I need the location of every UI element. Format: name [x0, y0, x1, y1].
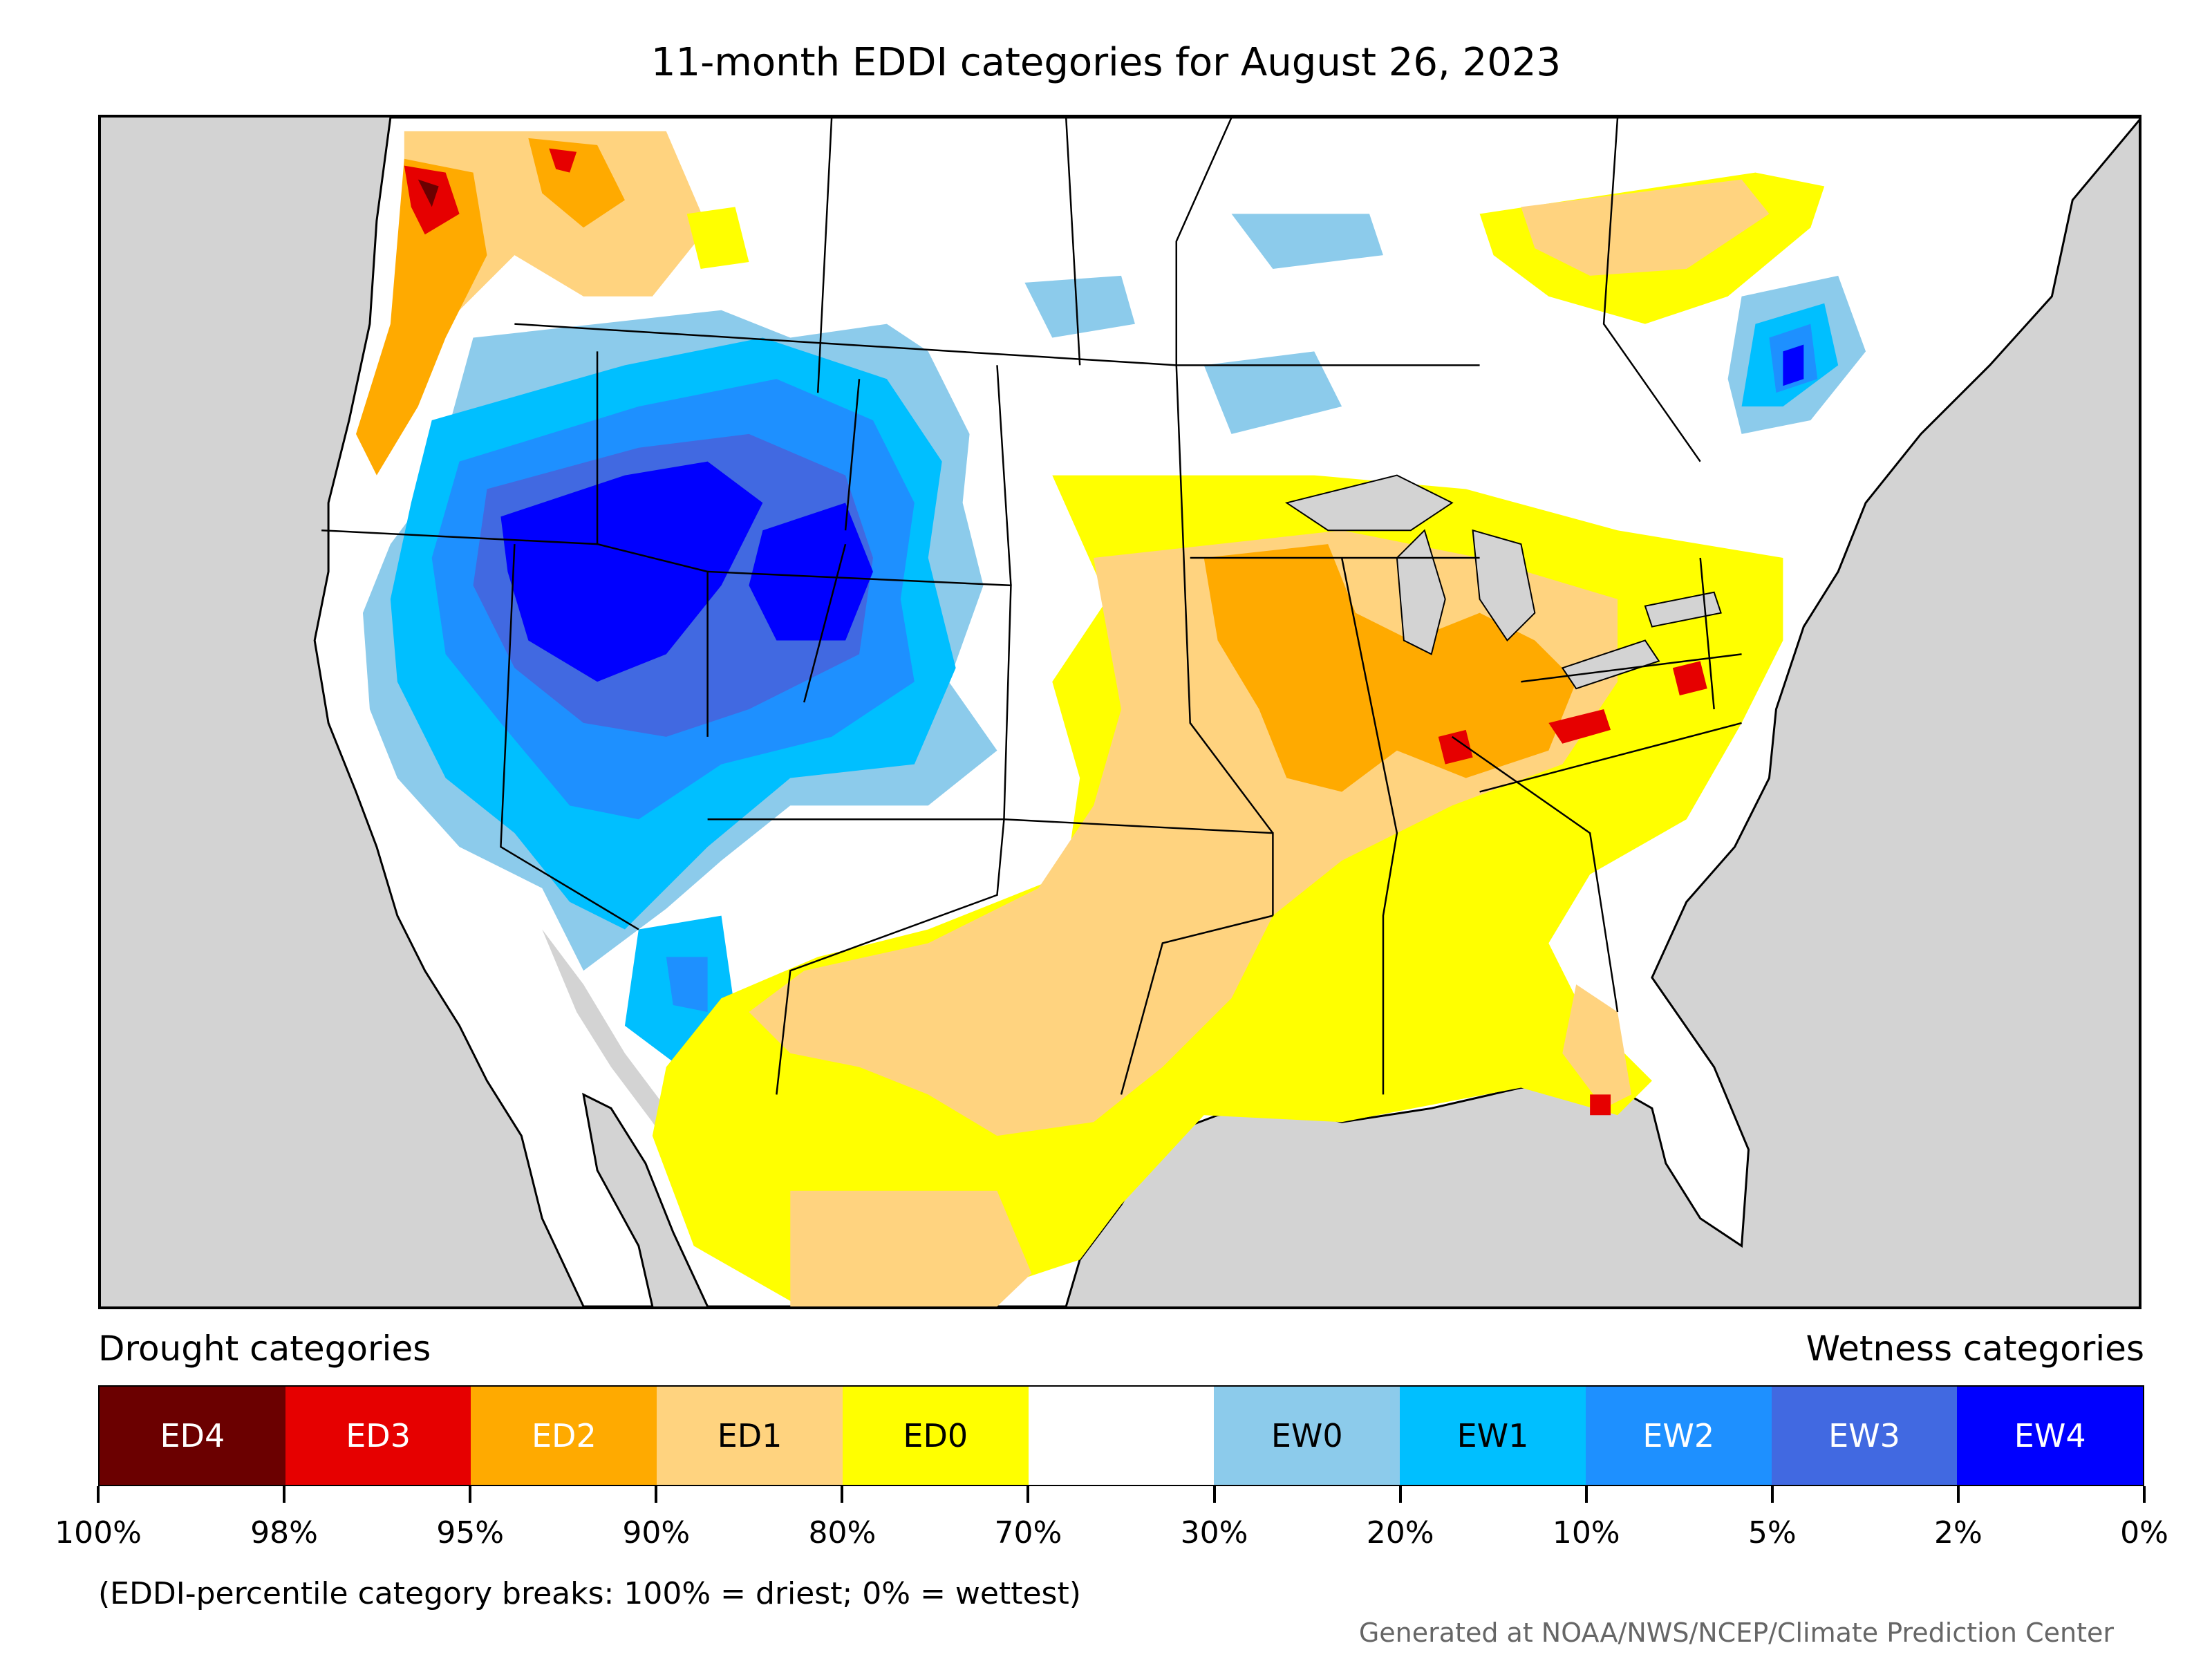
colorbar-tick-label: 20% [1366, 1515, 1434, 1550]
eddi-regions [355, 131, 1866, 1306]
colorbar-tick [1956, 1486, 1960, 1503]
colorbar-tick [1584, 1486, 1588, 1503]
colorbar-segment: EW4 [1957, 1387, 2144, 1485]
colorbar-tick [97, 1486, 100, 1503]
colorbar-segment: ED0 [842, 1387, 1029, 1485]
colorbar-tick-label: 80% [808, 1515, 877, 1550]
colorbar-tick [1770, 1486, 1774, 1503]
category-breaks-note: (EDDI-percentile category breaks: 100% =… [98, 1576, 1081, 1611]
colorbar-tick-label: 5% [1747, 1515, 1797, 1550]
colorbar-tick [655, 1486, 658, 1503]
gulf-of-california [542, 929, 680, 1163]
colorbar-segment: ED1 [657, 1387, 843, 1485]
colorbar-ticks [97, 1486, 2146, 1504]
great-lakes [1284, 474, 1722, 690]
colorbar-tick [283, 1486, 286, 1503]
eddi-map [98, 115, 2141, 1309]
colorbar-tick-label: 98% [250, 1515, 318, 1550]
category-colorbar: ED4 ED3 ED2 ED1 ED0 EW0 EW1 EW2 EW3 EW4 [98, 1385, 2144, 1486]
colorbar-segment: ED4 [100, 1387, 285, 1485]
colorbar-tick [1212, 1486, 1216, 1503]
colorbar-tick-labels: 100% 98% 95% 90% 80% 70% 30% 20% 10% 5% 2% 0% [55, 1515, 2168, 1557]
credit-line: Generated at NOAA/NWS/NCEP/Climate Predi… [1358, 1618, 2114, 1648]
map-canvas [313, 118, 2139, 1306]
drought-categories-heading: Drought categories [98, 1329, 431, 1369]
colorbar-tick-label: 2% [1934, 1515, 1983, 1550]
colorbar-tick [469, 1486, 472, 1503]
colorbar-tick [841, 1486, 844, 1503]
colorbar-tick-label: 10% [1552, 1515, 1620, 1550]
colorbar-tick-label: 100% [55, 1515, 142, 1550]
colorbar-segment [1028, 1387, 1215, 1485]
colorbar-tick-label: 0% [2120, 1515, 2168, 1550]
colorbar-segment: EW3 [1771, 1387, 1958, 1485]
colorbar-tick-label: 90% [622, 1515, 691, 1550]
colorbar-tick-label: 30% [1180, 1515, 1248, 1550]
colorbar-tick-label: 95% [436, 1515, 505, 1550]
colorbar-segment: EW1 [1400, 1387, 1586, 1485]
colorbar-tick [1398, 1486, 1402, 1503]
admin-borders [321, 118, 1742, 1095]
wetness-categories-heading: Wetness categories [1806, 1329, 2144, 1369]
colorbar-segment: ED2 [471, 1387, 657, 1485]
colorbar-tick [2143, 1486, 2146, 1503]
colorbar-tick [1027, 1486, 1030, 1503]
colorbar-tick-label: 70% [994, 1515, 1062, 1550]
map-title: 11-month EDDI categories for August 26, … [650, 40, 1562, 85]
colorbar-segment: EW0 [1214, 1387, 1400, 1485]
colorbar-segment: ED3 [285, 1387, 471, 1485]
colorbar-segment: EW2 [1585, 1387, 1772, 1485]
